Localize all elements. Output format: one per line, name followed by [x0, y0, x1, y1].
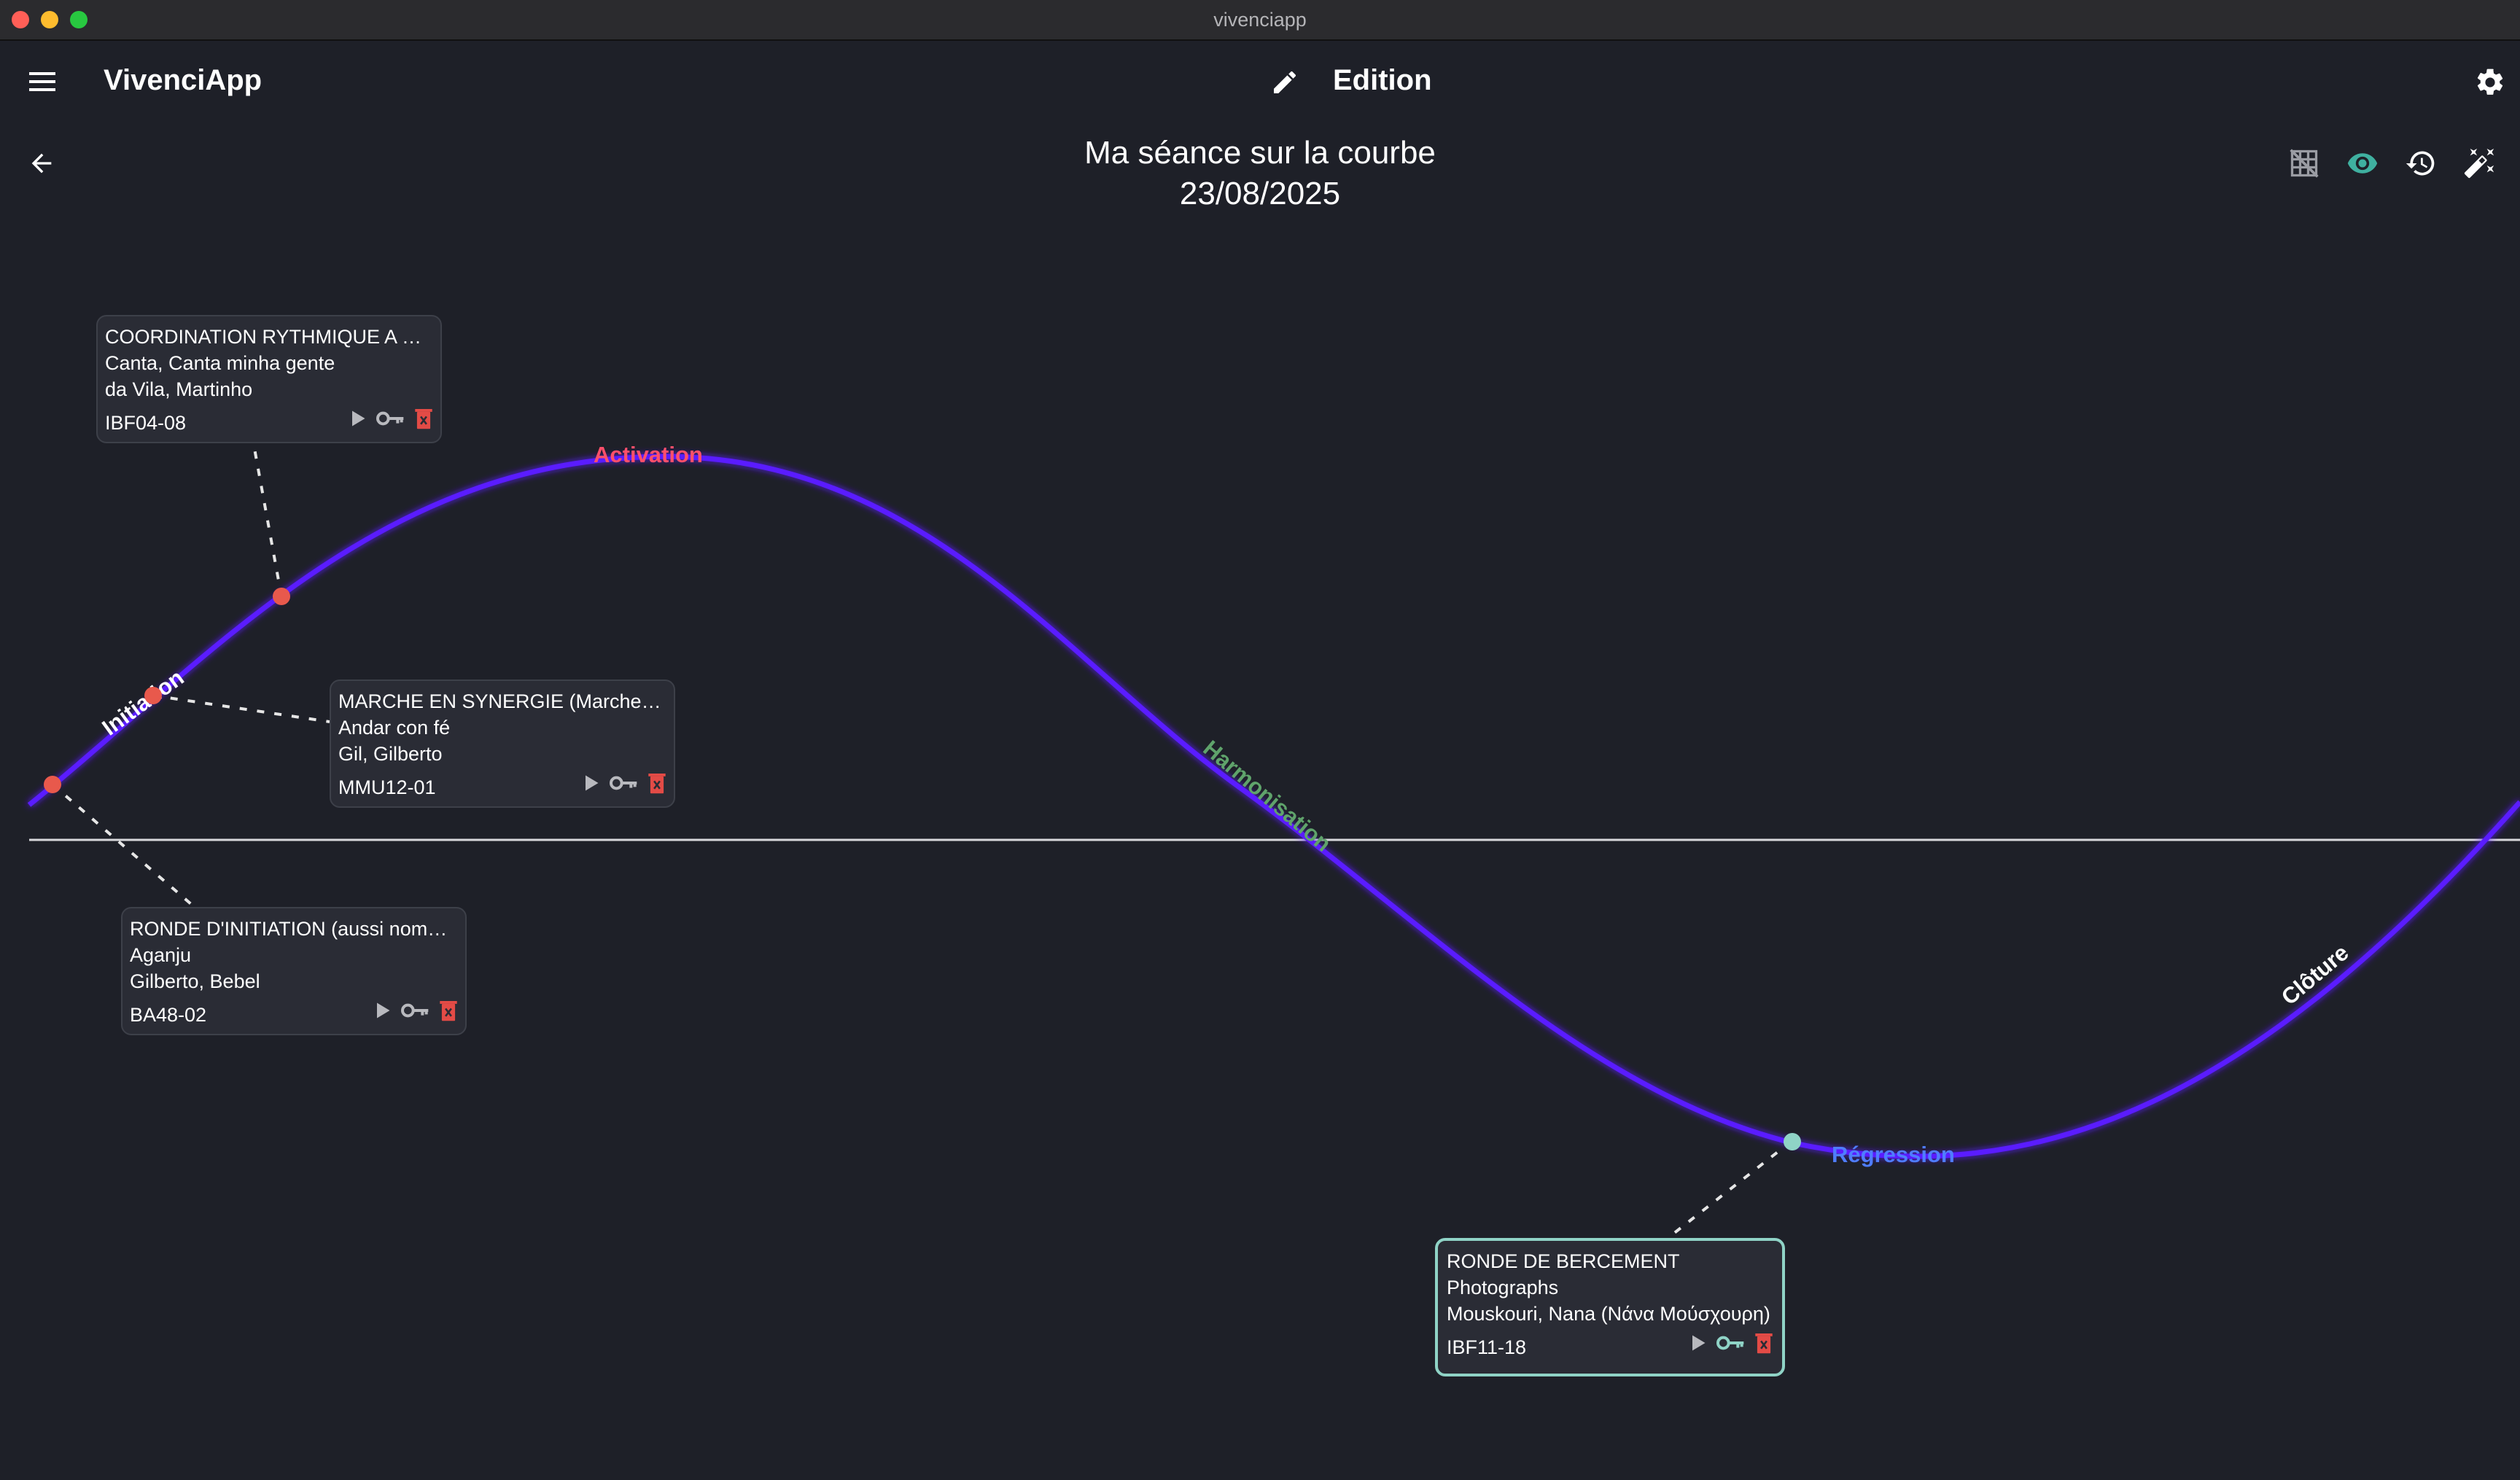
activity-title: RONDE DE BERCEMENT — [1447, 1250, 1680, 1272]
activity-code: IBF11-18 — [1447, 1336, 1527, 1358]
arrow-back-icon — [31, 153, 52, 174]
window-close-button[interactable] — [12, 11, 29, 28]
activity-title: COORDINATION RYTHMIQUE A DEU... — [105, 326, 433, 348]
delete-icon[interactable] — [439, 999, 458, 1022]
activity-song: Photographs — [1447, 1277, 1559, 1298]
activity-card[interactable]: COORDINATION RYTHMIQUE A DEU... Canta, C… — [96, 315, 442, 443]
session-date: 23/08/2025 — [1179, 176, 1341, 211]
activity-marker[interactable] — [44, 776, 61, 793]
activity-marker[interactable] — [273, 588, 290, 605]
app-name: VivenciApp — [104, 64, 262, 96]
mode-title: Edition — [1333, 64, 1432, 96]
session-curve-line — [27, 453, 2520, 1159]
activity-card[interactable]: RONDE D'INITIATION (aussi nommé... Aganj… — [121, 907, 467, 1035]
play-icon[interactable] — [347, 408, 368, 429]
activity-code: IBF04-08 — [105, 412, 187, 434]
window-title: vivenciapp — [1213, 9, 1307, 31]
activity-artist: Gil, Gilberto — [338, 743, 443, 765]
connector-line — [252, 444, 283, 597]
activity-marker-selected[interactable] — [1784, 1133, 1801, 1150]
menu-button[interactable] — [25, 67, 60, 96]
delete-icon[interactable] — [414, 407, 433, 430]
phase-label-initiation: Initiation — [98, 664, 189, 740]
toggle-visibility-button[interactable] — [2344, 146, 2381, 181]
grid-off-icon — [2290, 149, 2319, 178]
magic-wand-icon — [2464, 148, 2494, 179]
history-icon — [2406, 151, 2435, 176]
phase-label-regression: Régression — [1832, 1142, 1955, 1167]
key-icon[interactable] — [401, 1000, 430, 1021]
activity-song: Aganju — [130, 944, 192, 966]
activity-marker[interactable] — [144, 687, 162, 704]
activity-code: MMU12-01 — [338, 776, 436, 798]
activity-song: Andar con fé — [338, 717, 451, 739]
eye-icon — [2347, 153, 2378, 174]
history-button[interactable] — [2402, 146, 2440, 181]
phase-label-harmonisation: Harmonisation — [1199, 736, 1337, 857]
auto-arrange-button[interactable] — [2460, 144, 2500, 181]
activity-card-selected[interactable]: RONDE DE BERCEMENT Photographs Mouskouri… — [1435, 1238, 1785, 1376]
activity-artist: da Vila, Martinho — [105, 378, 253, 400]
play-icon[interactable] — [372, 1000, 392, 1021]
key-icon[interactable] — [1716, 1332, 1746, 1354]
window-maximize-button[interactable] — [70, 11, 88, 28]
play-icon[interactable] — [1687, 1332, 1708, 1354]
key-icon[interactable] — [376, 408, 405, 429]
activity-card[interactable]: MARCHE EN SYNERGIE (Marche syne... Andar… — [330, 679, 675, 808]
phase-label-activation: Activation — [594, 442, 703, 467]
activity-artist: Mouskouri, Nana (Νάνα Μούσχουρη) — [1447, 1303, 1770, 1325]
key-icon[interactable] — [610, 772, 639, 794]
play-icon[interactable] — [580, 772, 601, 794]
pencil-icon — [1274, 71, 1296, 93]
window-minimize-button[interactable] — [41, 11, 58, 28]
connector-line — [1668, 1140, 1792, 1238]
delete-icon[interactable] — [1754, 1331, 1773, 1355]
activity-song: Canta, Canta minha gente — [105, 352, 335, 374]
back-button[interactable] — [22, 146, 61, 181]
gear-icon — [2477, 69, 2503, 95]
toggle-grid-button[interactable] — [2285, 146, 2323, 181]
activity-artist: Gilberto, Bebel — [130, 970, 260, 992]
activity-code: BA48-02 — [130, 1004, 207, 1026]
connector-line — [51, 783, 192, 905]
activity-title: MARCHE EN SYNERGIE (Marche syne... — [338, 690, 666, 712]
edit-mode-button[interactable] — [1267, 66, 1302, 99]
settings-button[interactable] — [2472, 64, 2508, 101]
activity-title: RONDE D'INITIATION (aussi nommé... — [130, 918, 458, 940]
session-title: Ma séance sur la courbe — [1084, 135, 1436, 171]
connector-line — [152, 694, 330, 723]
hamburger-menu-icon — [29, 72, 55, 91]
delete-icon[interactable] — [648, 771, 666, 795]
window-titlebar: vivenciapp — [0, 0, 2520, 41]
